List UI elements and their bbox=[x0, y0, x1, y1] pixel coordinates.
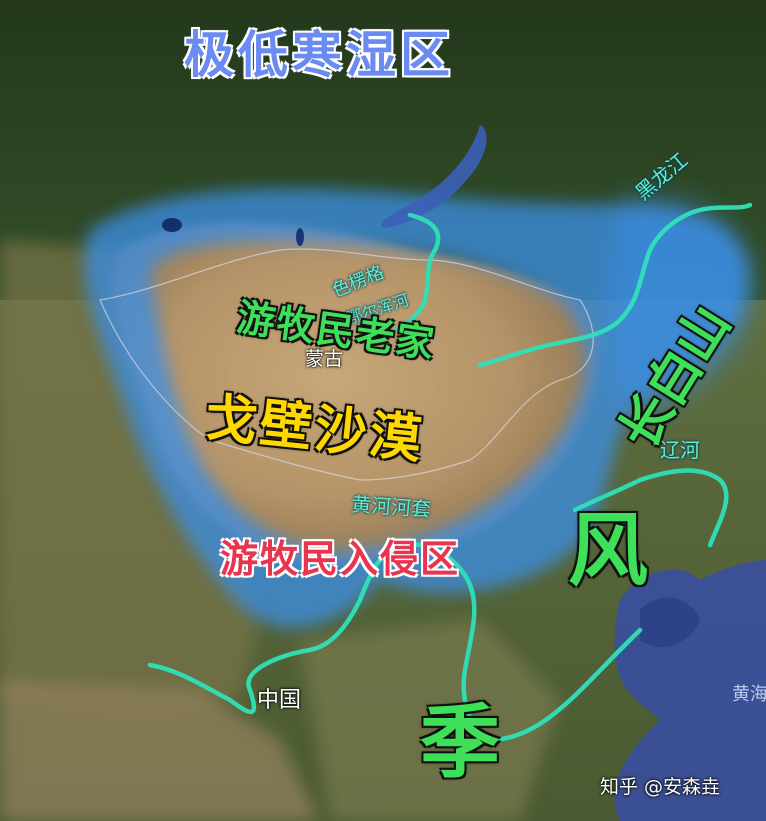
mongolia-label: 蒙古 bbox=[305, 348, 344, 370]
china-label: 中国 bbox=[257, 688, 302, 713]
cold-zone-title: 极低寒湿区 bbox=[184, 25, 454, 84]
yellow-sea-label: 黄海 bbox=[732, 684, 766, 705]
watermark: 知乎 @安森垚 bbox=[600, 776, 721, 798]
nomad-invasion-label: 游牧民入侵区 bbox=[220, 537, 461, 581]
yellow-river-bend-label: 黄河河套 bbox=[350, 492, 432, 522]
liao-river-label: 辽河 bbox=[660, 438, 700, 462]
wind-label: 风 bbox=[568, 503, 648, 597]
monsoon-label: 季 bbox=[420, 695, 500, 789]
